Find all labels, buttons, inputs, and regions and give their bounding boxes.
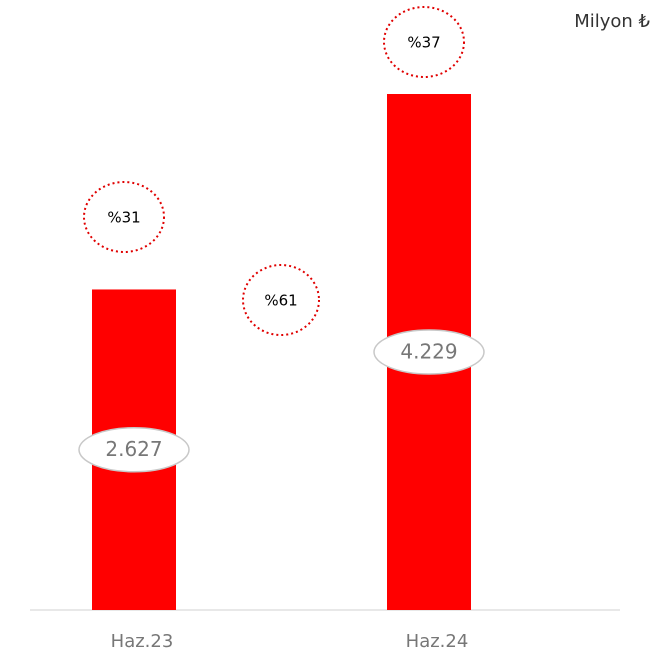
annotation-circle: [83, 181, 165, 253]
x-tick-label: Haz.23: [111, 631, 174, 652]
value-label-bubble: [78, 426, 190, 473]
annotation-text: %61: [264, 292, 297, 310]
annotation-circle: [383, 6, 465, 78]
x-tick-label: Haz.24: [406, 631, 469, 652]
annotation-text: %37: [407, 34, 440, 52]
unit-label: Milyon ₺: [574, 11, 650, 32]
value-label-bubble: [373, 329, 485, 375]
annotation: %37: [383, 6, 465, 78]
value-label: 4.229: [400, 340, 457, 364]
annotation: %61: [242, 264, 320, 336]
annotation: %31: [83, 181, 165, 253]
value-label: 2.627: [105, 437, 162, 461]
annotation-circle: [242, 264, 320, 336]
annotation-text: %31: [107, 209, 140, 227]
